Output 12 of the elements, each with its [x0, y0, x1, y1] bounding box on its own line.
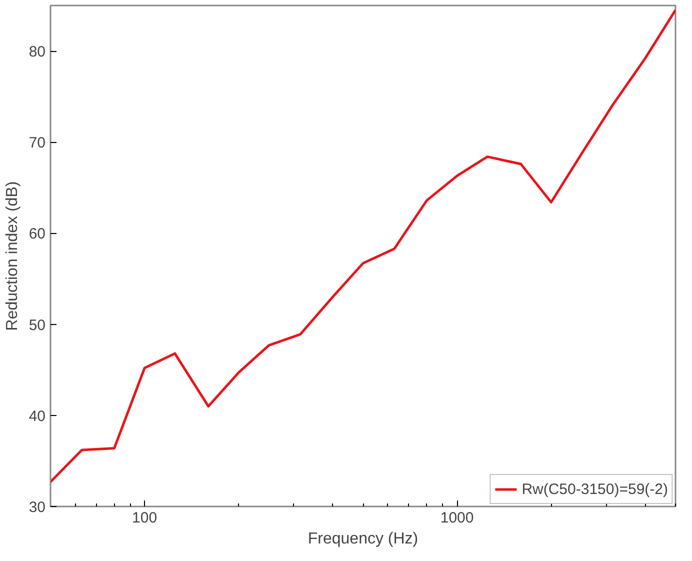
y-tick-label: 30	[28, 499, 46, 516]
x-tick-label: 1000	[440, 510, 474, 526]
line-series	[50, 8, 676, 484]
x-tick-label: 100	[132, 510, 158, 526]
y-tick-label: 70	[28, 134, 46, 152]
y-tick-label: 60	[28, 226, 46, 243]
x-axis-title: Frequency (Hz)	[308, 530, 418, 548]
y-tick-label: 40	[28, 408, 46, 425]
y-tick-label: 50	[28, 316, 46, 334]
y-axis-title: Reduction index (dB)	[4, 181, 21, 331]
legend-label: Rw(C50-3150)=59(-2)	[522, 480, 668, 498]
y-tick-label: 80	[28, 44, 46, 61]
